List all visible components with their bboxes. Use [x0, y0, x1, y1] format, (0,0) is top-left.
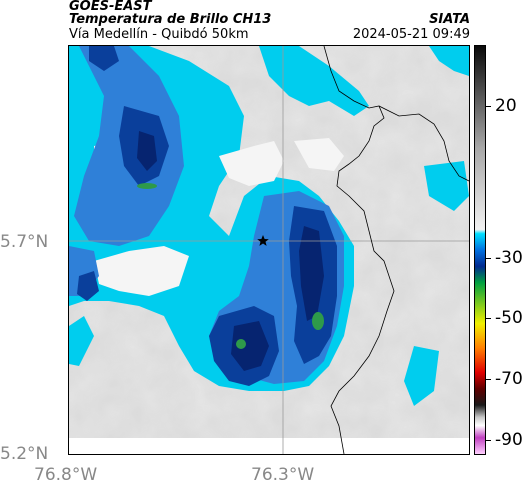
product-title: Temperatura de Brillo CH13: [69, 12, 272, 27]
lat-label-top: 5.7°N: [0, 232, 49, 252]
colorbar-tick: [486, 318, 491, 320]
department-boundary-east: [378, 105, 469, 182]
no-data-strip: [69, 438, 469, 454]
colorbar-label: -50: [495, 308, 523, 329]
satellite-map[interactable]: [68, 45, 470, 455]
lat-label-bottom: 5.2°N: [0, 444, 49, 464]
satellite-title: GOES-EAST: [69, 0, 152, 14]
lon-label-west: 76.8°W: [34, 465, 98, 485]
lon-label-east: 76.3°W: [251, 465, 315, 485]
cold-cloud-navy: [137, 131, 324, 371]
colorbar-tick: [486, 379, 491, 381]
colorbar-tick: [486, 439, 491, 441]
colorbar-tick: [486, 257, 491, 259]
map-canvas: [69, 46, 469, 454]
colorbar-label: 20: [495, 95, 517, 116]
department-boundary: [323, 46, 395, 454]
colorbar-tick: [486, 105, 491, 107]
colorbar: [474, 45, 486, 455]
star-icon: [257, 235, 269, 246]
colorbar-label: -70: [495, 369, 523, 390]
colorbar-label: -30: [495, 247, 523, 268]
colorbar-label: -90: [495, 429, 523, 450]
coldest-core-green: [137, 183, 324, 349]
timestamp-label: 2024-05-21 09:49: [352, 27, 470, 42]
region-label: Vía Medellín - Quibdó 50km: [69, 27, 249, 42]
brand-label: SIATA: [429, 12, 470, 27]
